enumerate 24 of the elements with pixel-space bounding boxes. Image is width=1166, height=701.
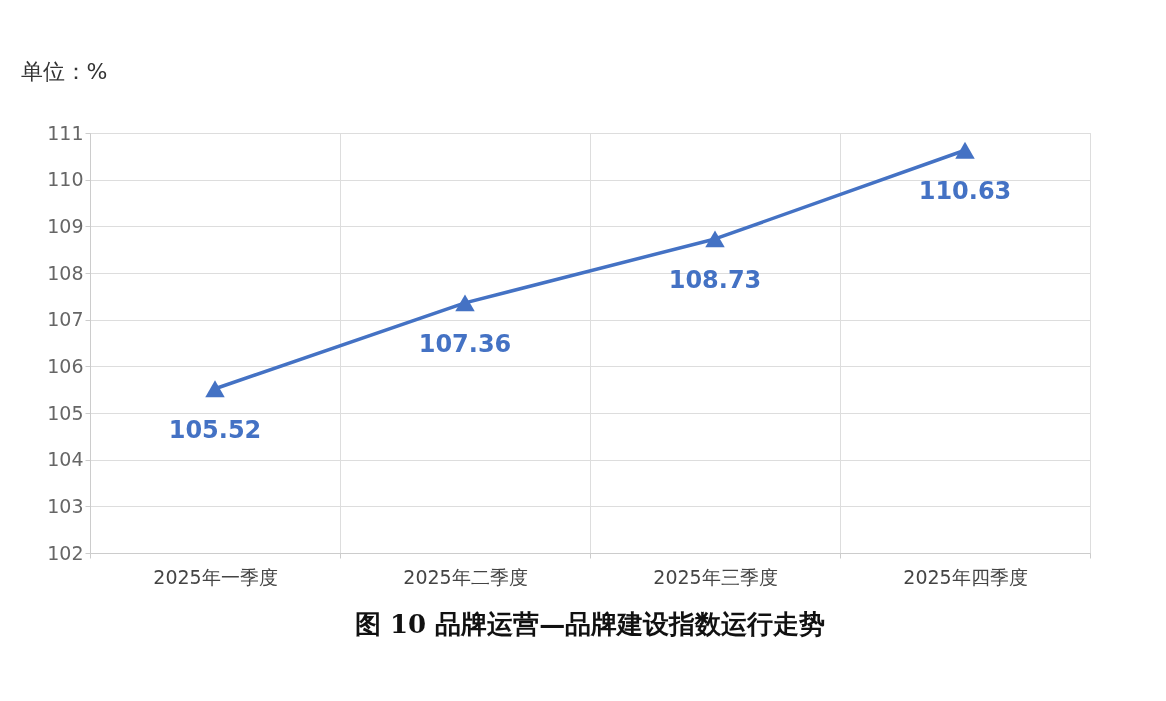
y-tick-label: 102 [47,541,84,564]
point [705,230,725,248]
point [455,294,475,312]
y-axis-title: 单位：% [20,58,108,84]
x-tick-label: 2025年二季度 [403,565,528,588]
x-tick-label: 2025年四季度 [903,565,1028,588]
y-tick-label: 103 [47,494,84,517]
y-tick-label: 108 [47,261,84,284]
data-label: 110.63 [918,177,1012,206]
y-tick-label: 105 [47,401,84,424]
y-tick-label: 107 [47,308,84,331]
data-label: 105.52 [168,415,262,444]
y-tick-label: 111 [47,121,84,144]
x-tick-label: 2025年三季度 [653,565,778,588]
point [955,141,975,159]
y-tick-label: 106 [47,354,84,377]
point [205,380,225,398]
data-label: 108.73 [668,265,762,294]
data-label: 107.36 [418,329,512,358]
text: 图 10 品牌运营—品牌建设指数运行走势 [354,609,826,639]
x-tick-label: 2025年一季度 [153,565,278,588]
y-tick-label: 109 [47,214,84,237]
y-tick-label: 110 [47,168,84,191]
y-tick-label: 104 [47,448,84,471]
